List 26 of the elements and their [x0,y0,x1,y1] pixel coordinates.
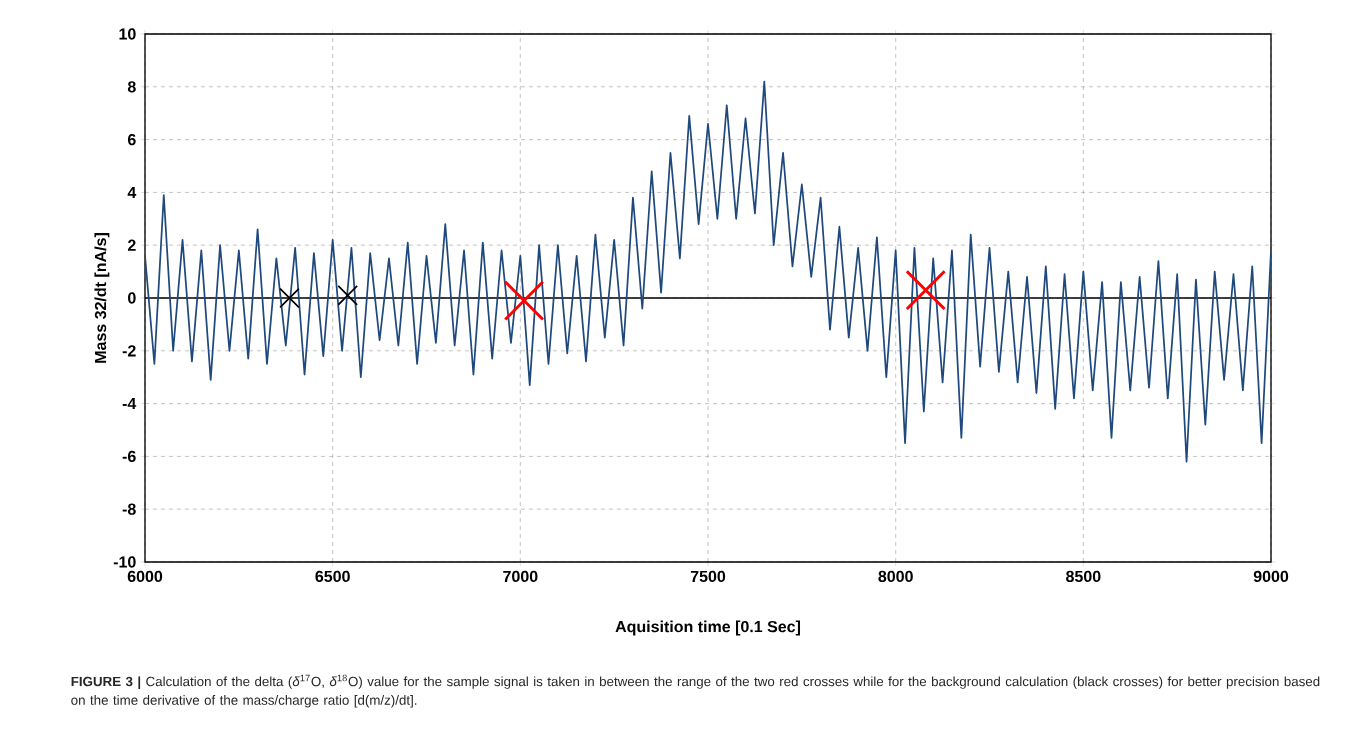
point [905,269,947,311]
x-tick-label: 9000 [1253,570,1289,583]
y-tick-label: 10 [119,28,136,40]
x-tick-label: 6000 [127,570,163,583]
y-tick-label: -6 [122,450,136,463]
x-tick-label: 8000 [878,570,913,583]
y-tick-label: 4 [127,186,137,198]
y-tick-label: 6 [127,133,136,146]
y-tick-label: -4 [122,398,137,410]
y-tick-label: -8 [122,503,136,515]
y-tick-label: -2 [122,345,136,357]
y-tick-label: 8 [127,81,136,93]
point [279,287,300,309]
line-series [145,80,1271,463]
y-axis-title: Mass 32/dt [nA/s] [94,233,110,363]
x-tick-label: 6500 [315,570,350,583]
x-axis-title: Aquisition time [0.1 Sec] [615,620,801,636]
y-tick-label: 2 [127,239,136,251]
x-tick-label: 7500 [690,570,726,583]
point [337,285,358,306]
x-tick-label: 8500 [1066,570,1101,583]
y-tick-label: -10 [113,556,136,568]
x-tick-label: 7000 [503,570,538,583]
point [503,280,545,321]
y-tick-label: 0 [128,292,136,304]
text: FIGURE 3 | Calculation of the delta (δ$^{17}$O, δ$^{18}$O) value for the sample signal is taken in between the range of the two red crosses while for the background calculation (black crosses) for better precision based on the time derivative of the mass/charge ratio [d(m/z)/dt]. [71,674,1320,708]
